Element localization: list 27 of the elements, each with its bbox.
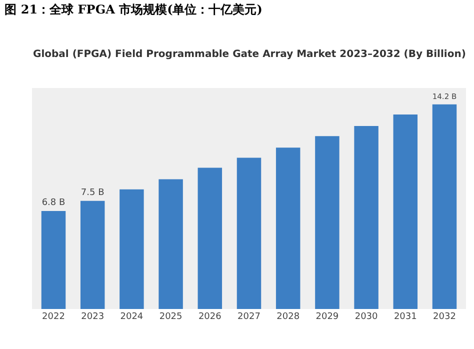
bar: [393, 114, 418, 309]
chart-subtitle: Global (FPGA) Field Programmable Gate Array Market 2023–2032 (By Billion): [33, 49, 466, 60]
x-tick-label: 2026: [198, 312, 222, 322]
chart-title: 图 21：全球 FPGA 市场规模(单位：十亿美元): [4, 2, 262, 17]
bar: [236, 158, 262, 309]
bar: [198, 168, 222, 309]
x-tick-label: 2031: [394, 312, 417, 322]
x-tick-label: 2027: [238, 312, 260, 322]
bar: [158, 179, 183, 309]
bar: [41, 211, 66, 309]
bar: [80, 200, 105, 309]
x-tick-label: 2025: [159, 312, 182, 322]
data-label: 6.8 B: [42, 198, 66, 208]
x-tick-label: 2029: [316, 312, 339, 322]
x-tick-label: 2032: [433, 312, 456, 322]
x-tick-label: 2024: [120, 312, 144, 322]
data-label: 14.2 B: [432, 92, 457, 101]
data-label: 7.5 B: [80, 188, 104, 198]
bar: [432, 104, 457, 309]
x-tick-label: 2023: [81, 312, 104, 322]
bar: [315, 136, 340, 309]
x-tick-label: 2030: [354, 312, 378, 322]
x-tick-label: 2028: [276, 312, 300, 322]
bar: [120, 189, 144, 309]
bar: [276, 148, 300, 309]
x-tick-label: 2022: [42, 312, 65, 322]
bar: [354, 126, 378, 309]
